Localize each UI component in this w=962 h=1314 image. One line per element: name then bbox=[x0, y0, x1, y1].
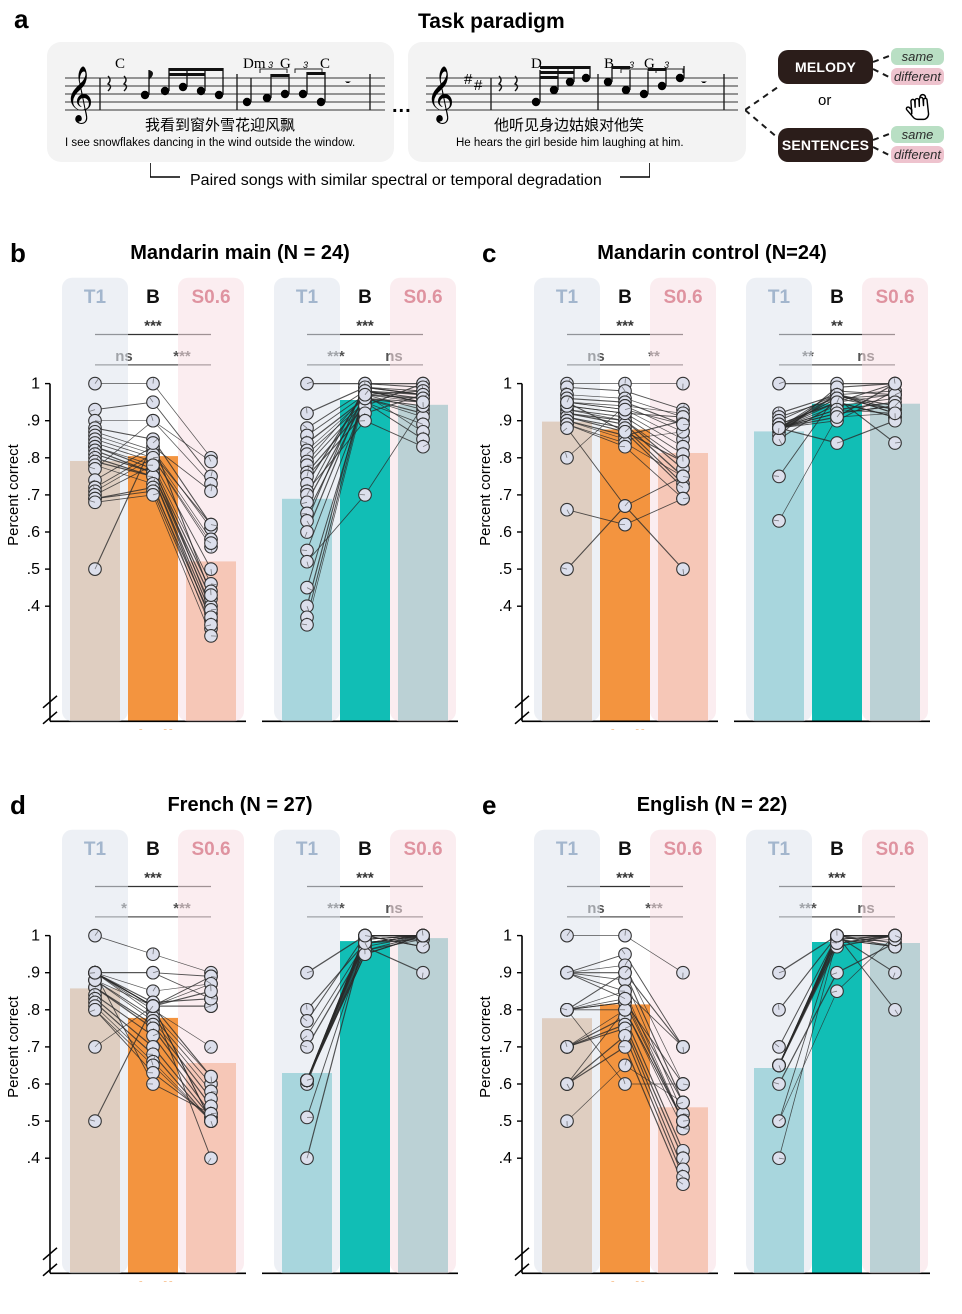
svg-text:Sentences: Sentences bbox=[787, 1279, 887, 1282]
svg-text:.4: .4 bbox=[27, 1150, 40, 1167]
svg-text:***: *** bbox=[616, 870, 634, 887]
svg-text:.8: .8 bbox=[499, 450, 512, 467]
svg-text:𝄻: 𝄻 bbox=[345, 77, 351, 94]
svg-text:I see snowflakes dancing in th: I see snowflakes dancing in the wind out… bbox=[65, 137, 355, 148]
svg-text:D: D bbox=[531, 58, 542, 72]
svg-text:1: 1 bbox=[503, 928, 512, 945]
svg-text:1: 1 bbox=[31, 928, 40, 945]
svg-text:.7: .7 bbox=[27, 1039, 40, 1056]
svg-text:.9: .9 bbox=[499, 965, 512, 982]
svg-text:.6: .6 bbox=[499, 524, 512, 541]
svg-text:.9: .9 bbox=[27, 965, 40, 982]
svg-text:.8: .8 bbox=[27, 1002, 40, 1019]
svg-text:𝄞: 𝄞 bbox=[426, 67, 454, 124]
svg-text:B: B bbox=[830, 287, 844, 308]
svg-text:Melodies: Melodies bbox=[110, 1279, 196, 1282]
svg-text:B: B bbox=[146, 287, 160, 308]
svg-text:B: B bbox=[146, 839, 160, 860]
svg-text:Percent correct: Percent correct bbox=[477, 443, 494, 546]
svg-text:B: B bbox=[618, 839, 632, 860]
svg-text:G: G bbox=[280, 58, 291, 72]
svg-text:1: 1 bbox=[503, 376, 512, 393]
svg-text:.5: .5 bbox=[499, 1113, 512, 1130]
svg-text:***: *** bbox=[616, 318, 634, 335]
svg-text:3: 3 bbox=[268, 60, 273, 70]
svg-text:他听见身边姑娘对他笑: 他听见身边姑娘对他笑 bbox=[494, 117, 644, 134]
svg-text:B: B bbox=[358, 839, 372, 860]
svg-text:.5: .5 bbox=[27, 561, 40, 578]
svg-text:.6: .6 bbox=[499, 1076, 512, 1093]
svg-text:1: 1 bbox=[31, 376, 40, 393]
svg-text:我看到窗外雪花迎风飘: 我看到窗外雪花迎风飘 bbox=[145, 116, 295, 134]
svg-text:B: B bbox=[830, 839, 844, 860]
svg-text:C: C bbox=[115, 58, 125, 72]
svg-text:Dm: Dm bbox=[243, 58, 266, 72]
svg-text:Melodies: Melodies bbox=[582, 1279, 668, 1282]
svg-text:Sentences: Sentences bbox=[315, 1279, 415, 1282]
svg-text:Percent correct: Percent correct bbox=[5, 443, 22, 546]
svg-text:Sentences: Sentences bbox=[787, 727, 887, 730]
svg-text:#: # bbox=[464, 71, 473, 88]
svg-text:He hears the girl beside him l: He hears the girl beside him laughing at… bbox=[456, 137, 684, 148]
svg-text:Percent correct: Percent correct bbox=[477, 995, 494, 1098]
svg-text:Percent correct: Percent correct bbox=[5, 995, 22, 1098]
svg-text:.8: .8 bbox=[27, 450, 40, 467]
svg-text:***: *** bbox=[144, 870, 162, 887]
svg-text:.6: .6 bbox=[27, 524, 40, 541]
svg-text:.8: .8 bbox=[499, 1002, 512, 1019]
svg-text:Sentences: Sentences bbox=[315, 727, 415, 730]
svg-text:.4: .4 bbox=[27, 598, 40, 615]
svg-text:.4: .4 bbox=[499, 598, 512, 615]
svg-text:.7: .7 bbox=[499, 487, 512, 504]
svg-text:.4: .4 bbox=[499, 1150, 512, 1167]
svg-text:B: B bbox=[618, 287, 632, 308]
svg-text:Melodies: Melodies bbox=[582, 727, 668, 730]
svg-text:.5: .5 bbox=[499, 561, 512, 578]
svg-text:.6: .6 bbox=[27, 1076, 40, 1093]
svg-text:B: B bbox=[358, 287, 372, 308]
svg-text:***: *** bbox=[356, 870, 374, 887]
svg-text:𝄻: 𝄻 bbox=[701, 77, 707, 94]
svg-text:***: *** bbox=[144, 318, 162, 335]
svg-text:.9: .9 bbox=[499, 413, 512, 430]
svg-text:Melodies: Melodies bbox=[110, 727, 196, 730]
svg-text:***: *** bbox=[356, 318, 374, 335]
svg-text:.5: .5 bbox=[27, 1113, 40, 1130]
svg-text:.7: .7 bbox=[27, 487, 40, 504]
svg-text:#: # bbox=[474, 77, 483, 94]
svg-text:3: 3 bbox=[303, 60, 308, 70]
svg-text:.9: .9 bbox=[27, 413, 40, 430]
svg-text:**: ** bbox=[831, 318, 843, 335]
svg-text:.7: .7 bbox=[499, 1039, 512, 1056]
svg-text:𝄞: 𝄞 bbox=[65, 67, 93, 124]
svg-text:***: *** bbox=[828, 870, 846, 887]
